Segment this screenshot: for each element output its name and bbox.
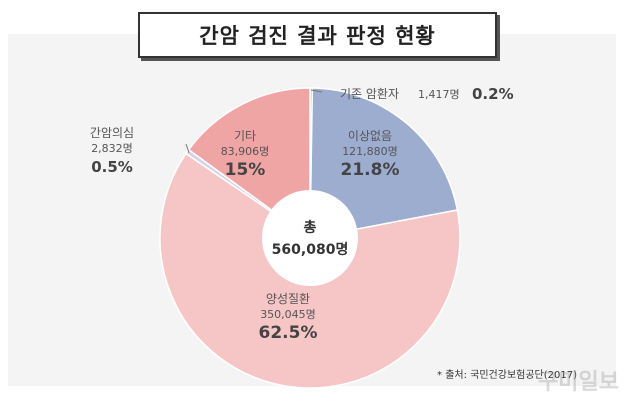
chart-title: 간암 검진 결과 판정 현황 xyxy=(199,24,436,48)
leader-line-suspect xyxy=(185,143,190,153)
slice-label-suspect: 간암의심 xyxy=(90,126,134,140)
slice-label-existing: 기존 암환자 xyxy=(340,87,399,101)
slice-percent-benign: 62.5% xyxy=(259,323,318,343)
pie-slice-normal xyxy=(309,87,459,239)
slice-label-other: 기타 xyxy=(234,129,256,143)
center-total: 560,080명 xyxy=(272,241,349,258)
slice-percent-suspect: 0.5% xyxy=(91,158,133,176)
watermark-logo: 구미일보 xyxy=(538,369,619,395)
pie-slice-other xyxy=(187,87,311,240)
slice-percent-other: 15% xyxy=(225,160,266,180)
source-note: * 출처: 국민건강보험공단(2017) xyxy=(437,370,577,381)
slice-label-benign: 양성질환 xyxy=(266,292,310,306)
slice-percent-normal: 21.8% xyxy=(341,160,400,180)
slice-count-other: 83,906명 xyxy=(221,145,270,158)
slice-count-normal: 121,880명 xyxy=(342,145,398,158)
slice-percent-existing: 0.2% xyxy=(472,85,514,103)
slice-count-existing: 1,417명 xyxy=(418,88,460,101)
slice-count-benign: 350,045명 xyxy=(260,308,316,321)
center-label: 총 xyxy=(304,220,317,236)
slice-label-normal: 이상없음 xyxy=(348,129,392,143)
leader-line-existing xyxy=(311,89,323,93)
title-box: 간암 검진 결과 판정 현황 xyxy=(138,12,497,58)
donut-hole xyxy=(262,190,358,286)
slice-count-suspect: 2,832명 xyxy=(91,142,133,155)
